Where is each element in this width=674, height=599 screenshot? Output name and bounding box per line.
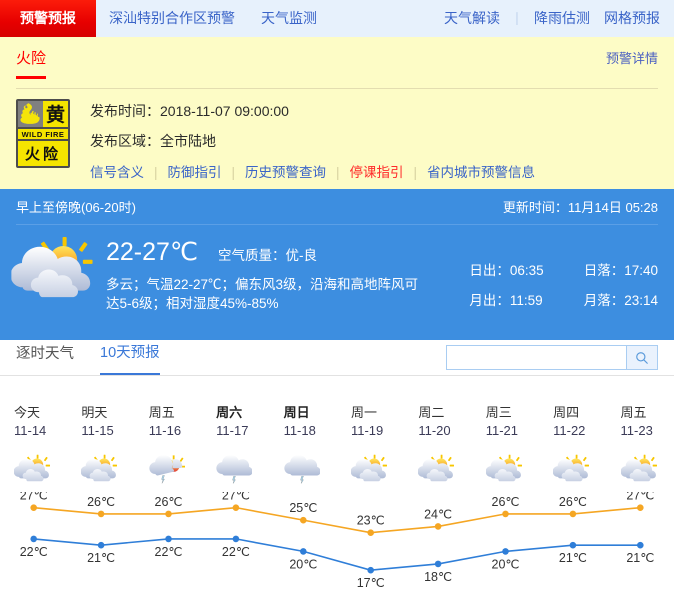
svg-text:27℃: 27℃: [222, 492, 250, 503]
svg-text:26℃: 26℃: [559, 495, 587, 509]
svg-text:21℃: 21℃: [87, 551, 115, 565]
svg-text:27℃: 27℃: [20, 492, 48, 503]
svg-text:21℃: 21℃: [626, 551, 654, 565]
svg-text:23℃: 23℃: [357, 514, 385, 528]
svg-text:22℃: 22℃: [20, 545, 48, 559]
svg-text:18℃: 18℃: [424, 570, 452, 584]
svg-text:17℃: 17℃: [357, 576, 385, 590]
svg-text:26℃: 26℃: [155, 495, 183, 509]
svg-text:24℃: 24℃: [424, 507, 452, 521]
svg-text:20℃: 20℃: [289, 557, 317, 571]
svg-text:25℃: 25℃: [289, 501, 317, 515]
svg-text:22℃: 22℃: [222, 545, 250, 559]
svg-text:26℃: 26℃: [492, 495, 520, 509]
svg-text:20℃: 20℃: [492, 557, 520, 571]
svg-text:21℃: 21℃: [559, 551, 587, 565]
svg-text:27℃: 27℃: [626, 492, 654, 503]
svg-text:26℃: 26℃: [87, 495, 115, 509]
svg-text:22℃: 22℃: [155, 545, 183, 559]
